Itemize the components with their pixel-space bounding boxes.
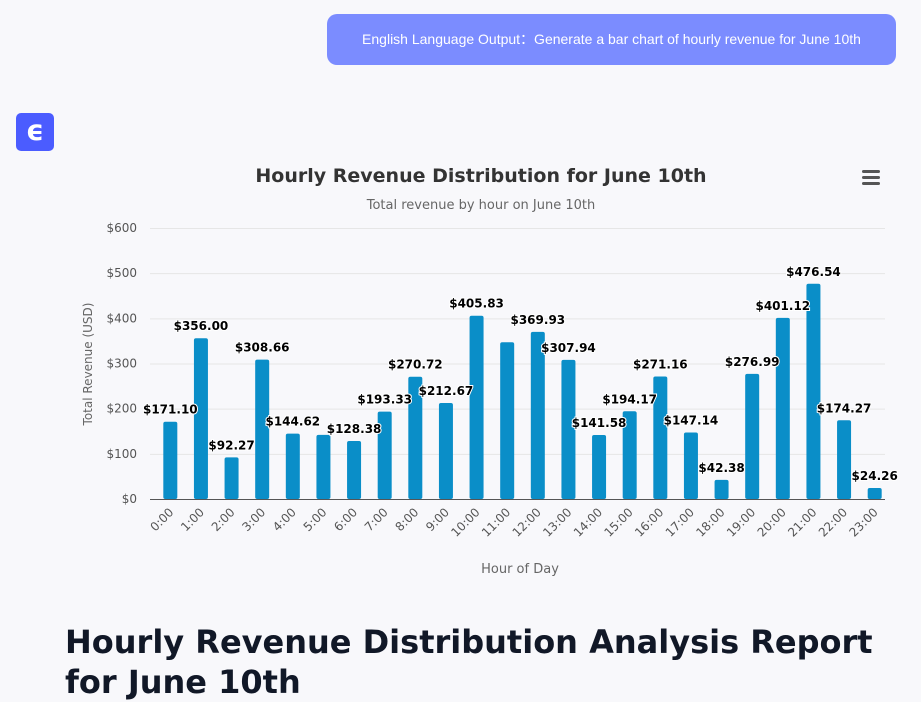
bar-19:00 [745, 373, 760, 499]
data-label: $92.27 [208, 438, 254, 452]
x-tick-label: 0:00 [147, 505, 176, 534]
x-tick-label: 5:00 [301, 505, 330, 534]
bar-16:00 [653, 376, 668, 499]
data-label: $276.99 [725, 355, 780, 369]
data-label: $270.72 [388, 358, 443, 372]
bar-13:00 [561, 359, 576, 499]
data-label: $42.38 [698, 461, 744, 475]
bar-11:00 [500, 342, 515, 499]
x-tick-label: 1:00 [178, 505, 207, 534]
y-tick-label: $600 [106, 221, 137, 235]
x-tick-label: 3:00 [239, 505, 268, 534]
chart-title: Hourly Revenue Distribution for June 10t… [255, 165, 706, 187]
hamburger-menu-icon[interactable] [862, 170, 880, 185]
bar-21:00 [806, 283, 821, 499]
x-tick-label: 23:00 [846, 505, 880, 539]
bar-8:00 [408, 376, 423, 499]
report-title: Hourly Revenue Distribution Analysis Rep… [65, 623, 873, 701]
data-label: $401.12 [755, 299, 810, 313]
x-tick-label: 6:00 [331, 505, 360, 534]
x-tick-label: 21:00 [785, 505, 819, 539]
bar-0:00 [163, 421, 178, 499]
bar-23:00 [867, 488, 882, 499]
x-tick-label: 8:00 [392, 505, 421, 534]
bar-20:00 [775, 317, 790, 499]
data-label: $128.38 [327, 422, 382, 436]
x-tick-label: 10:00 [448, 505, 482, 539]
data-label: $405.83 [449, 297, 504, 311]
x-tick-label: 12:00 [510, 505, 544, 539]
y-axis-title: Total Revenue (USD) [81, 303, 95, 427]
x-axis-title: Hour of Day [481, 562, 559, 577]
data-label: $476.54 [786, 265, 841, 279]
x-tick-label: 20:00 [755, 505, 789, 539]
data-label: $212.67 [419, 384, 474, 398]
data-label: $193.33 [357, 393, 412, 407]
bar-9:00 [438, 402, 453, 499]
data-label: $141.58 [572, 416, 627, 430]
x-tick-label: 16:00 [632, 505, 666, 539]
data-label: $308.66 [235, 341, 290, 355]
bar-7:00 [377, 411, 392, 499]
x-tick-label: 22:00 [816, 505, 850, 539]
bar-1:00 [193, 338, 208, 499]
data-label: $144.62 [265, 415, 320, 429]
bar-6:00 [347, 441, 362, 499]
x-tick-label: 15:00 [601, 505, 635, 539]
bar-22:00 [837, 420, 852, 499]
x-tick-label: 4:00 [270, 505, 299, 534]
data-label: $369.93 [510, 313, 565, 327]
bar-chart: Hourly Revenue Distribution for June 10t… [81, 165, 899, 577]
data-label: $174.27 [817, 401, 872, 415]
bar-18:00 [714, 479, 729, 499]
bar-12:00 [530, 331, 545, 499]
data-label: $171.10 [143, 403, 198, 417]
y-tick-label: $300 [106, 357, 137, 371]
bar-17:00 [683, 432, 698, 499]
bar-14:00 [592, 435, 607, 499]
assistant-logo-icon: ϵ [16, 113, 54, 151]
x-tick-label: 11:00 [479, 505, 513, 539]
user-prompt-bubble: English Language Output：Generate a bar c… [327, 14, 896, 65]
x-tick-label: 17:00 [663, 505, 697, 539]
data-label: $307.94 [541, 341, 596, 355]
y-tick-label: $500 [106, 266, 137, 280]
data-label: $147.14 [664, 414, 719, 428]
x-tick-label: 19:00 [724, 505, 758, 539]
x-tick-label: 2:00 [209, 505, 238, 534]
data-label: $356.00 [174, 319, 229, 333]
bar-2:00 [224, 457, 239, 499]
y-tick-label: $100 [106, 447, 137, 461]
chart-subtitle: Total revenue by hour on June 10th [366, 198, 595, 213]
x-tick-label: 13:00 [540, 505, 574, 539]
data-label: $194.17 [602, 392, 657, 406]
data-label: $271.16 [633, 358, 688, 372]
bar-4:00 [285, 433, 300, 499]
bar-5:00 [316, 434, 331, 499]
x-tick-label: 18:00 [693, 505, 727, 539]
bar-10:00 [469, 315, 484, 499]
x-tick-label: 14:00 [571, 505, 605, 539]
data-label: $24.26 [852, 469, 898, 483]
y-tick-label: $400 [106, 311, 137, 325]
y-tick-label: $200 [106, 402, 137, 416]
x-tick-label: 7:00 [362, 505, 391, 534]
y-tick-label: $0 [122, 492, 137, 506]
bar-15:00 [622, 411, 637, 499]
bar-3:00 [255, 359, 270, 499]
